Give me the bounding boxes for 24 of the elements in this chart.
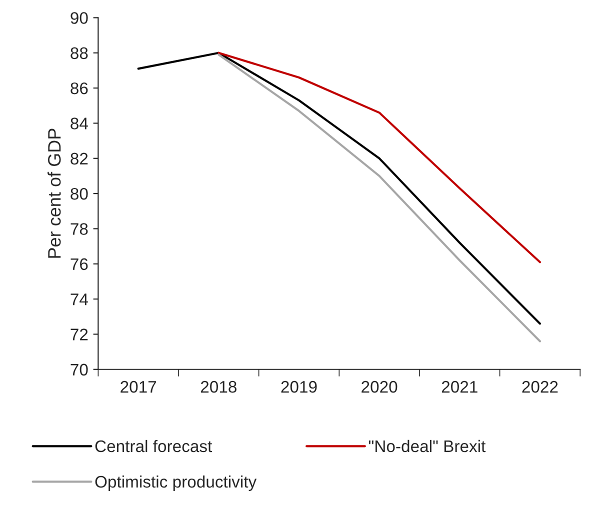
x-tick-label: 2021 <box>442 380 478 393</box>
legend-label: Central forecast <box>95 440 212 452</box>
y-tick-label: 82 <box>70 152 88 165</box>
legend-label: Optimistic productivity <box>95 475 257 491</box>
y-tick-label: 70 <box>70 364 88 376</box>
line-series <box>218 52 542 264</box>
line-series <box>218 54 542 342</box>
y-tick-label: 90 <box>70 12 88 24</box>
y-tick-label: 86 <box>70 82 88 94</box>
x-tick-label: 2020 <box>362 380 398 393</box>
legend-label: "No-deal" Brexit <box>368 440 486 452</box>
y-tick-label: 84 <box>70 118 88 130</box>
x-tick-label: 2018 <box>200 380 236 393</box>
x-tick-label: 2019 <box>281 380 317 393</box>
y-tick-label: 78 <box>70 223 88 235</box>
y-axis-title: Per cent of GDP <box>48 128 61 258</box>
x-tick-label: 2017 <box>120 380 156 393</box>
y-tick-label: 74 <box>70 294 88 306</box>
y-tick-label: 72 <box>70 328 88 340</box>
y-tick-label: 88 <box>70 47 88 60</box>
line-series <box>137 52 542 325</box>
y-tick-label: 76 <box>70 258 88 270</box>
x-tick-label: 2022 <box>522 380 558 393</box>
y-tick-label: 80 <box>70 188 88 200</box>
